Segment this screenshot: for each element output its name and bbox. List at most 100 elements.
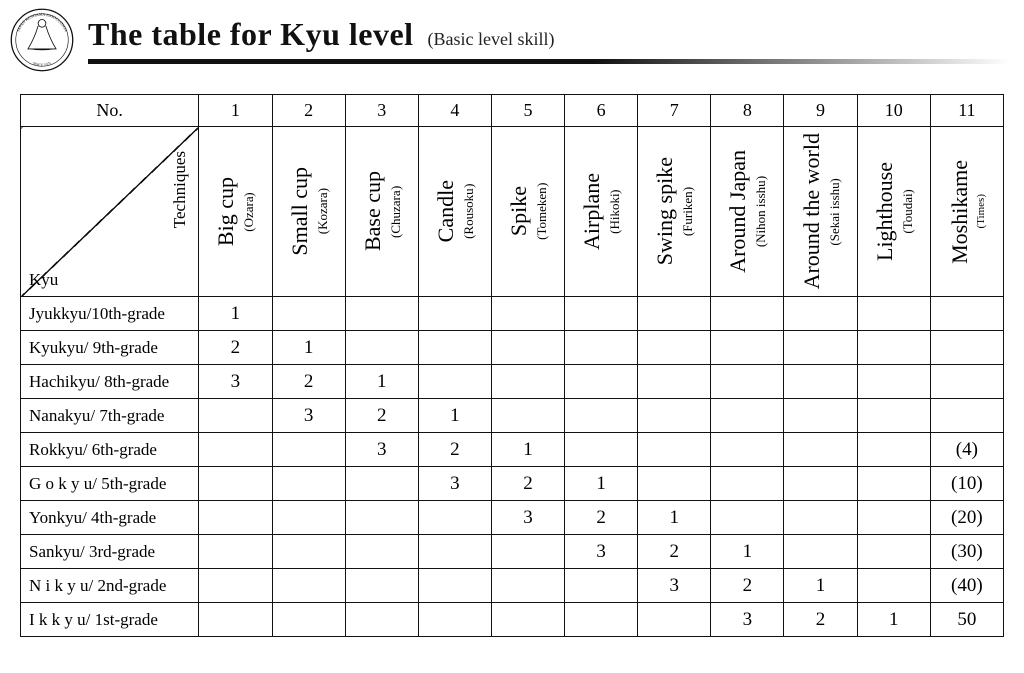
row-label: Rokkyu/ 6th-grade bbox=[21, 433, 199, 467]
cell-value bbox=[784, 467, 857, 501]
cell-value bbox=[345, 603, 418, 637]
cell-value bbox=[565, 297, 638, 331]
col-no: 1 bbox=[199, 95, 272, 127]
cell-value bbox=[272, 569, 345, 603]
cell-value bbox=[638, 603, 711, 637]
col-no: 2 bbox=[272, 95, 345, 127]
tech-header: LighthouseToudai bbox=[857, 127, 930, 297]
cell-value: 1 bbox=[199, 297, 272, 331]
cell-value: 1 bbox=[491, 433, 564, 467]
row-label: Jyukkyu/10th-grade bbox=[21, 297, 199, 331]
tech-sub: Nihon isshu bbox=[753, 176, 769, 247]
col-no: 3 bbox=[345, 95, 418, 127]
cell-value bbox=[857, 569, 930, 603]
cell-value bbox=[418, 569, 491, 603]
header-divider bbox=[88, 59, 1010, 64]
cell-value bbox=[199, 399, 272, 433]
table-row: Rokkyu/ 6th-grade 321 (4) bbox=[21, 433, 1004, 467]
cell-value bbox=[711, 433, 784, 467]
col-no: 4 bbox=[418, 95, 491, 127]
table-row: Sankyu/ 3rd-grade321(30) bbox=[21, 535, 1004, 569]
cell-value bbox=[418, 331, 491, 365]
cell-value bbox=[784, 433, 857, 467]
tech-header: AirplaneHikoki bbox=[565, 127, 638, 297]
cell-value bbox=[565, 433, 638, 467]
table-row: Yonkyu/ 4th-grade321(20) bbox=[21, 501, 1004, 535]
cell-value bbox=[565, 331, 638, 365]
cell-value: (40) bbox=[930, 569, 1003, 603]
tech-header: CandleRousoku bbox=[418, 127, 491, 297]
col-no: 8 bbox=[711, 95, 784, 127]
cell-value: 2 bbox=[418, 433, 491, 467]
cell-value: 3 bbox=[418, 467, 491, 501]
cell-value bbox=[345, 569, 418, 603]
tech-header: Base cupChuzara bbox=[345, 127, 418, 297]
col-no: 6 bbox=[565, 95, 638, 127]
cell-value bbox=[491, 297, 564, 331]
cell-value bbox=[272, 297, 345, 331]
cell-value bbox=[491, 365, 564, 399]
cell-value: (10) bbox=[930, 467, 1003, 501]
cell-value bbox=[711, 297, 784, 331]
svg-text:SINCE 1975: SINCE 1975 bbox=[32, 61, 52, 67]
col-no: 7 bbox=[638, 95, 711, 127]
row-label: G o k y u/ 5th-grade bbox=[21, 467, 199, 501]
tech-name: Big cup bbox=[213, 177, 239, 246]
table-row: Kyukyu/ 9th-grade21 bbox=[21, 331, 1004, 365]
cell-value bbox=[418, 603, 491, 637]
tech-name: Base cup bbox=[360, 171, 386, 251]
cell-value bbox=[930, 399, 1003, 433]
cell-value bbox=[491, 603, 564, 637]
tech-name: Swing spike bbox=[652, 157, 678, 265]
diagonal-header: Techniques Kyu bbox=[21, 127, 199, 297]
cell-value bbox=[199, 433, 272, 467]
tech-sub: Hikoki bbox=[607, 189, 623, 234]
tech-name: Around the world bbox=[799, 133, 825, 289]
table-row: G o k y u/ 5th-grade321(10) bbox=[21, 467, 1004, 501]
cell-value bbox=[784, 297, 857, 331]
association-logo: JAPAN KENDAMA ASSOCIATION SINCE 1975 bbox=[10, 8, 74, 72]
cell-value bbox=[199, 467, 272, 501]
cell-value bbox=[857, 535, 930, 569]
tech-sub: Sekai isshu bbox=[827, 178, 843, 246]
cell-value: 2 bbox=[345, 399, 418, 433]
page-header: JAPAN KENDAMA ASSOCIATION SINCE 1975 The… bbox=[0, 0, 1024, 72]
cell-value bbox=[491, 399, 564, 433]
tech-sub: Tomeken bbox=[534, 183, 550, 240]
cell-value bbox=[638, 297, 711, 331]
cell-value bbox=[784, 365, 857, 399]
cell-value: (4) bbox=[930, 433, 1003, 467]
cell-value bbox=[565, 569, 638, 603]
tech-header: Big cupOzara bbox=[199, 127, 272, 297]
kyu-table-wrap: No. 1 2 3 4 5 6 7 8 9 10 11 Techniques K… bbox=[0, 72, 1024, 647]
cell-value bbox=[711, 501, 784, 535]
cell-value bbox=[857, 365, 930, 399]
cell-value: 2 bbox=[565, 501, 638, 535]
cell-value: 1 bbox=[418, 399, 491, 433]
cell-value bbox=[784, 535, 857, 569]
cell-value bbox=[418, 297, 491, 331]
tech-times-label: (Times) bbox=[975, 194, 987, 228]
tech-name: Around Japan bbox=[725, 150, 751, 273]
tech-sub: Chuzara bbox=[388, 186, 404, 238]
cell-value bbox=[272, 467, 345, 501]
cell-value bbox=[418, 535, 491, 569]
table-row: I k k y u/ 1st-grade32150 bbox=[21, 603, 1004, 637]
cell-value: 2 bbox=[199, 331, 272, 365]
cell-value bbox=[857, 433, 930, 467]
tech-sub: Furiken bbox=[680, 187, 696, 236]
tech-header: Around the worldSekai isshu bbox=[784, 127, 857, 297]
cell-value bbox=[345, 467, 418, 501]
cell-value: 2 bbox=[711, 569, 784, 603]
table-row: Nanakyu/ 7th-grade321 bbox=[21, 399, 1004, 433]
col-no: 5 bbox=[491, 95, 564, 127]
cell-value bbox=[638, 365, 711, 399]
kyu-table: No. 1 2 3 4 5 6 7 8 9 10 11 Techniques K… bbox=[20, 94, 1004, 637]
table-row: N i k y u/ 2nd-grade321(40) bbox=[21, 569, 1004, 603]
tech-header: Swing spikeFuriken bbox=[638, 127, 711, 297]
cell-value bbox=[857, 467, 930, 501]
cell-value bbox=[418, 365, 491, 399]
cell-value bbox=[930, 297, 1003, 331]
cell-value: 3 bbox=[345, 433, 418, 467]
cell-value: 1 bbox=[784, 569, 857, 603]
